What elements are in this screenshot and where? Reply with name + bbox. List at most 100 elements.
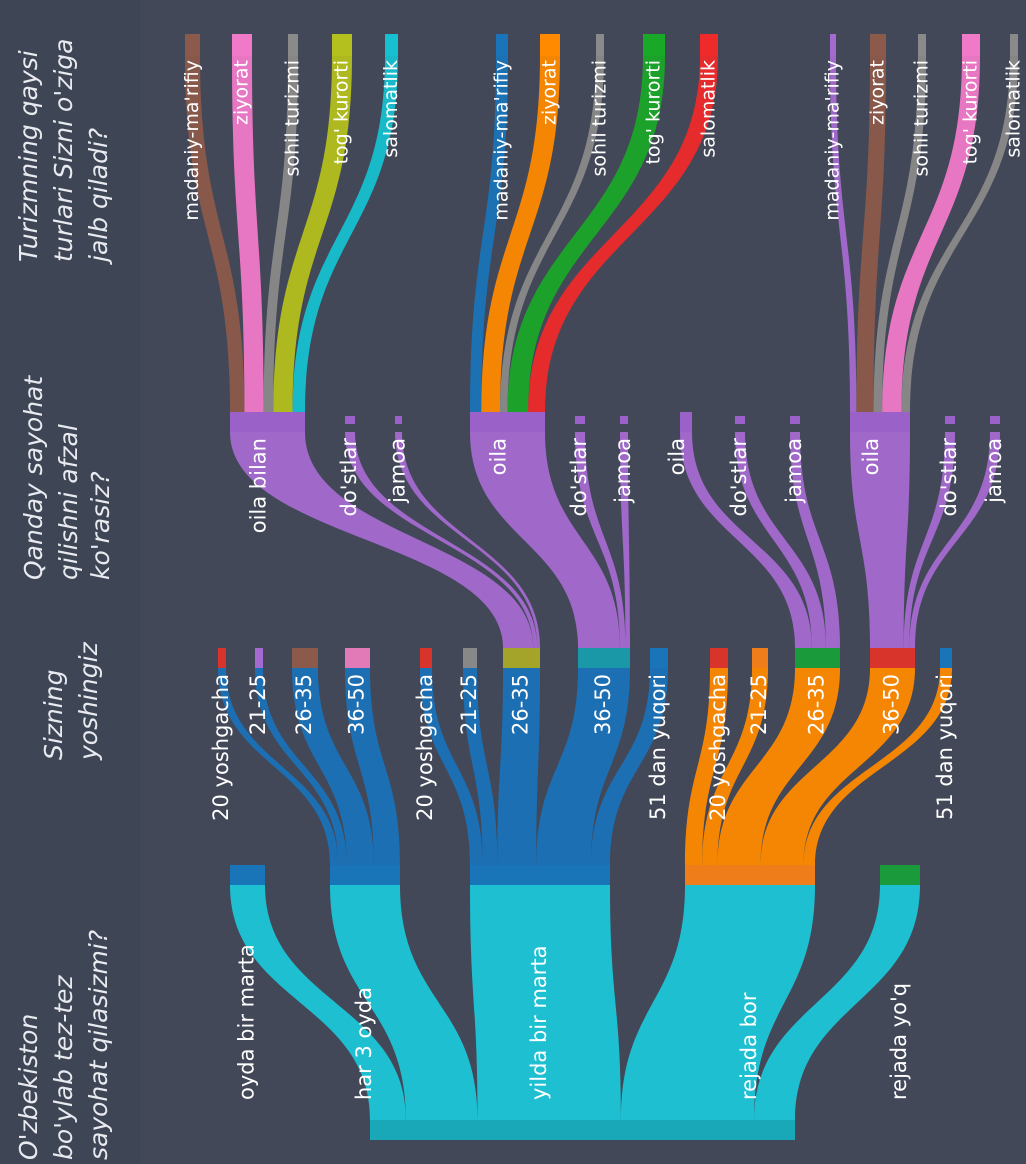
node	[596, 34, 604, 56]
node	[870, 648, 915, 668]
flow	[420, 668, 483, 865]
node	[395, 416, 402, 424]
node-label: 36-50	[880, 674, 904, 735]
flow	[292, 56, 398, 412]
flow	[395, 432, 540, 648]
node	[470, 412, 545, 432]
node	[470, 865, 610, 885]
node-label: do'stlar	[727, 438, 751, 517]
column-header: Sizning	[39, 670, 68, 760]
node-label: ziyorat	[231, 60, 253, 125]
node-label: 51 dan yuqori	[646, 674, 670, 820]
flow	[620, 432, 630, 648]
node-label: tog' kurorti	[643, 60, 665, 164]
node-label: jamoa	[782, 438, 806, 504]
node	[540, 34, 560, 56]
flow	[702, 668, 768, 865]
column-header: jalb qiladi?	[84, 128, 113, 265]
node	[345, 648, 370, 668]
flow	[185, 56, 245, 412]
flow	[218, 668, 339, 865]
flow	[882, 56, 980, 412]
flow	[528, 56, 718, 412]
node	[345, 416, 355, 424]
node	[880, 865, 920, 885]
node-label: do'stlar	[937, 438, 961, 517]
flow	[232, 56, 264, 412]
flow	[463, 668, 498, 865]
node	[918, 34, 926, 56]
node-label: 21-25	[457, 674, 481, 735]
node-label: sohil turizmi	[282, 60, 304, 177]
node-label: oila	[859, 438, 883, 475]
node-label: tog' kurorti	[331, 60, 353, 164]
node-label: rejada yo'q	[887, 983, 911, 1100]
root-node	[370, 1120, 795, 1140]
node	[795, 648, 840, 668]
flow	[803, 668, 952, 865]
node-label: do'stlar	[337, 438, 361, 517]
node	[230, 412, 305, 432]
flow	[856, 56, 886, 412]
node	[385, 34, 398, 56]
node	[332, 34, 352, 56]
node	[945, 416, 955, 424]
node-label: salomatlik	[1003, 60, 1025, 158]
node	[496, 34, 508, 56]
node	[255, 648, 263, 668]
node-label: oila	[487, 438, 511, 475]
flow	[830, 56, 857, 412]
flow	[909, 432, 1000, 648]
node-label: salomatlik	[380, 60, 402, 158]
node	[643, 34, 665, 56]
flow	[345, 432, 538, 648]
flow	[470, 432, 620, 648]
node-label: 51 dan yuqori	[933, 674, 957, 820]
flow	[273, 56, 352, 412]
node	[330, 865, 400, 885]
flow	[591, 668, 668, 865]
flow	[536, 668, 630, 865]
flow	[230, 885, 406, 1120]
flow	[620, 885, 815, 1120]
node	[420, 648, 432, 668]
node	[790, 416, 800, 424]
node-label: yilda bir marta	[527, 945, 551, 1100]
flow	[735, 432, 826, 648]
flow	[680, 432, 812, 648]
flow	[345, 668, 400, 865]
flow	[470, 56, 508, 412]
column-header: O'zbekiston	[14, 1014, 43, 1160]
flow	[230, 432, 534, 648]
node	[650, 648, 668, 668]
node-label: madaniy-ma'rifiy	[491, 60, 513, 221]
column-header: sayohat qilasizmi?	[84, 930, 113, 1160]
node-label: madaniy-ma'rifiy	[822, 60, 844, 221]
flow	[754, 885, 920, 1120]
node-label: oila bilan	[247, 438, 271, 533]
node-label: 21-25	[246, 674, 270, 735]
flow	[717, 668, 840, 865]
node	[232, 34, 252, 56]
node-label: 20 yoshgacha	[209, 674, 233, 821]
column-header: ko'rasiz?	[86, 471, 115, 580]
flow	[330, 885, 478, 1120]
node-label: ziyorat	[539, 60, 561, 125]
flow	[292, 668, 374, 865]
flow	[507, 56, 665, 412]
flow	[903, 432, 955, 648]
flow	[901, 56, 1018, 412]
node-label: ziyorat	[867, 60, 889, 125]
flow	[760, 668, 915, 865]
node-label: 36-50	[345, 674, 369, 735]
node	[578, 648, 630, 668]
node	[685, 865, 815, 885]
node	[230, 865, 265, 885]
node	[940, 648, 952, 668]
flow	[470, 885, 621, 1120]
column-header: Qanday sayohat	[19, 375, 48, 580]
flow	[255, 668, 347, 865]
flow	[481, 56, 560, 412]
column-header: Turizmning qaysi	[14, 50, 43, 262]
